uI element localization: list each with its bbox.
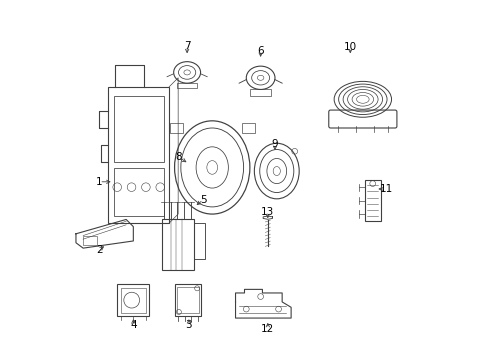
Bar — [364, 180, 380, 221]
Text: 10: 10 — [343, 42, 356, 52]
Text: 4: 4 — [130, 320, 136, 330]
Bar — [174, 284, 201, 316]
Bar — [177, 83, 197, 88]
Bar — [249, 89, 271, 96]
Bar — [83, 235, 97, 244]
Text: 8: 8 — [175, 152, 181, 162]
Bar — [194, 223, 204, 259]
Text: 1: 1 — [96, 177, 102, 187]
Bar — [241, 123, 254, 134]
Bar — [162, 220, 194, 270]
Bar — [169, 123, 183, 134]
Bar — [113, 96, 163, 162]
Text: 5: 5 — [200, 195, 206, 205]
Bar — [113, 168, 163, 216]
Text: 13: 13 — [261, 207, 274, 217]
Text: 7: 7 — [183, 41, 190, 50]
Text: 12: 12 — [261, 324, 274, 334]
Bar — [108, 87, 169, 223]
Bar — [177, 287, 198, 314]
Bar — [117, 284, 149, 316]
Text: 6: 6 — [257, 46, 264, 56]
Text: 11: 11 — [379, 184, 392, 194]
Text: 9: 9 — [271, 139, 278, 149]
Text: 3: 3 — [185, 320, 192, 330]
Text: 2: 2 — [96, 245, 102, 255]
Bar — [121, 288, 145, 313]
